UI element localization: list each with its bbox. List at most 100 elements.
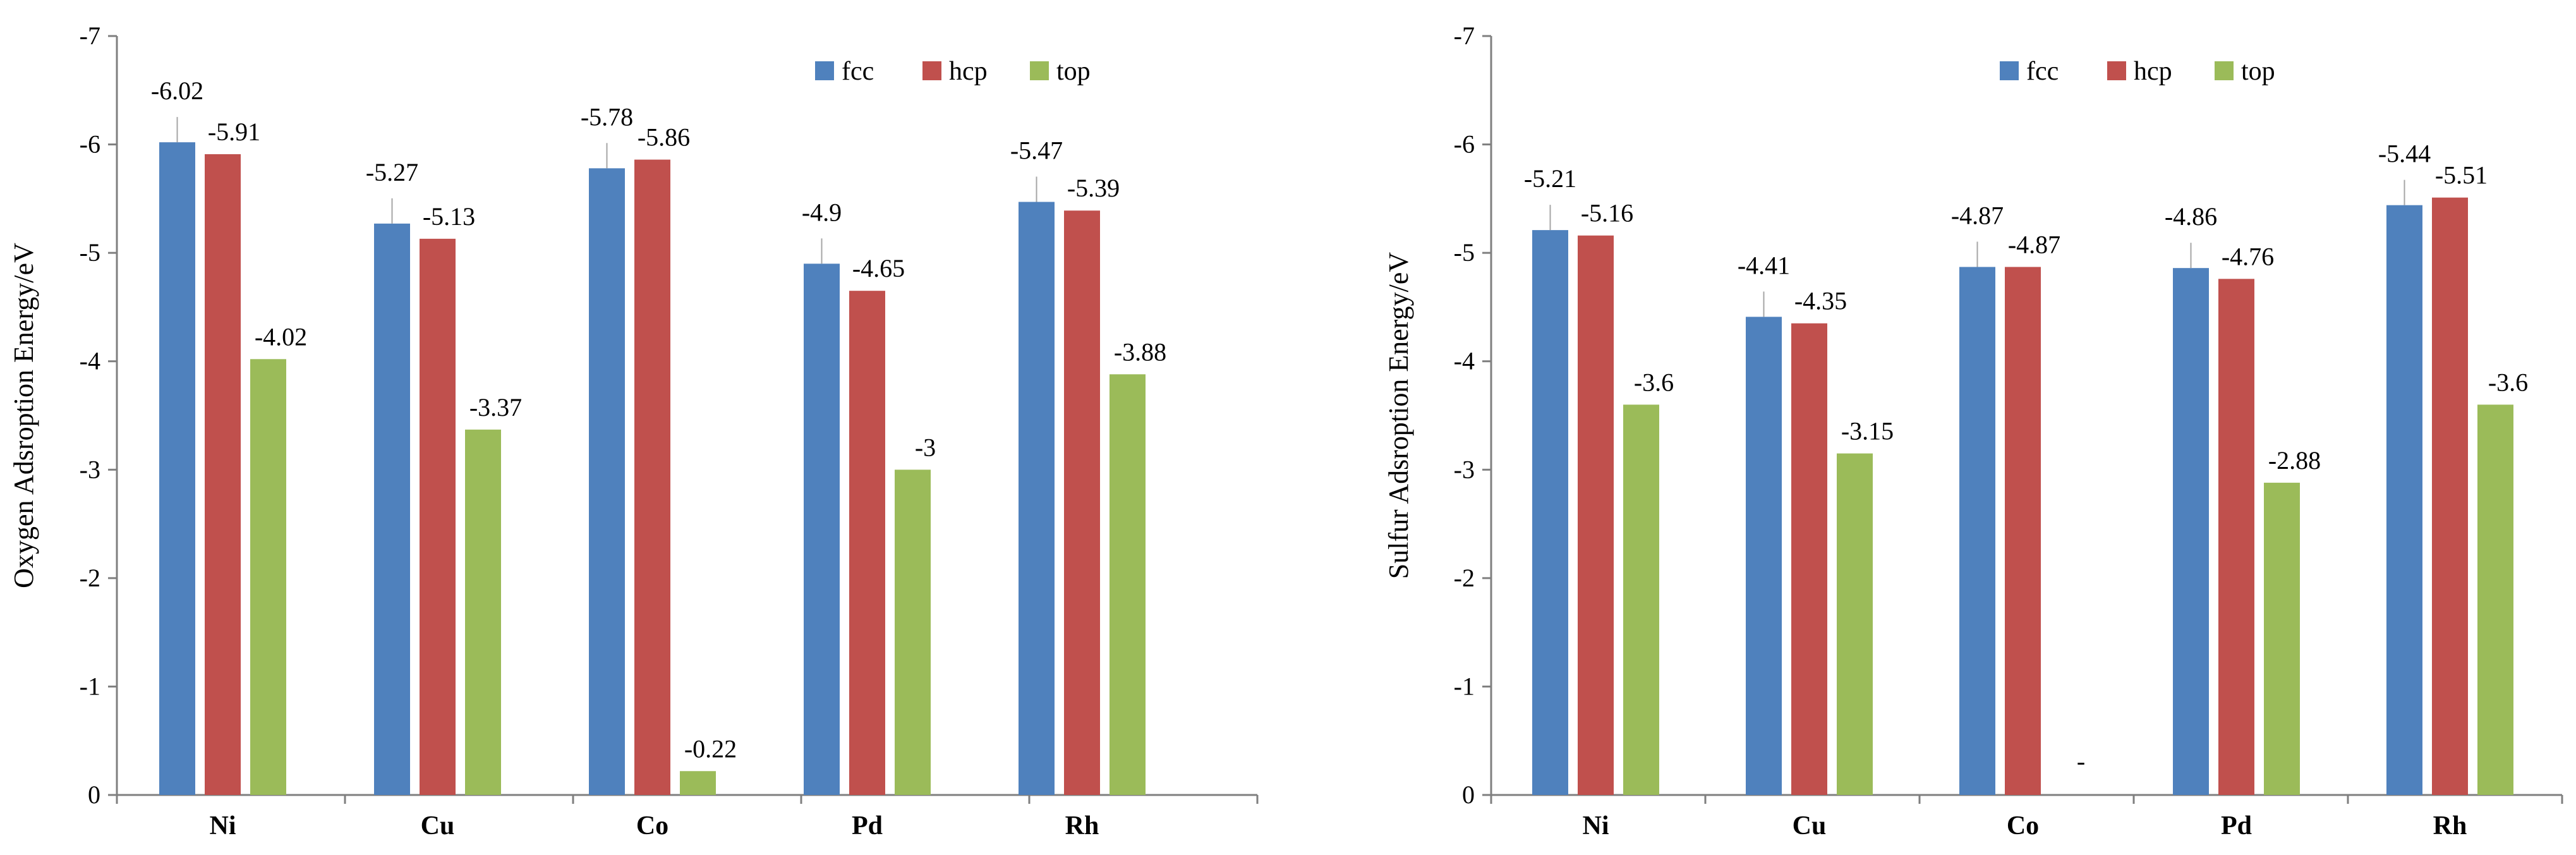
data-label-hcp-cu: -5.13: [423, 202, 475, 231]
data-label-fcc-cu: -4.41: [1738, 251, 1790, 279]
data-label-fcc-co: -4.87: [1951, 201, 2004, 229]
legend-swatch-fcc: [2000, 61, 2019, 80]
bar-fcc-ni: [159, 142, 195, 795]
legend-swatch-hcp: [2107, 61, 2126, 80]
legend-swatch-fcc: [815, 61, 834, 80]
bar-hcp-co: [634, 159, 670, 795]
category-label-cu: Cu: [1793, 811, 1827, 840]
sulfur-adsorption-chart: 0 -1 -2 -3 -4 -5 -6 -7 Sulfur Adsroption Energy/…: [1383, 21, 2563, 840]
bar-top-ni: [1623, 404, 1659, 795]
data-label-hcp-ni: -5.16: [1581, 199, 1633, 227]
data-label-top-cu: -3.15: [1841, 417, 1894, 446]
legend-label-fcc: fcc: [842, 57, 874, 86]
data-label-top-pd: -2.88: [2268, 446, 2321, 475]
bar-fcc-pd: [2173, 268, 2209, 796]
y-axis-title: Oxygen Adsroption Energy/eV: [8, 243, 39, 588]
bar-fcc-rh: [2386, 205, 2422, 795]
bar-fcc-ni: [1532, 230, 1568, 795]
data-label-top-pd: -3: [915, 433, 936, 461]
bar-hcp-pd: [849, 291, 885, 795]
category-label-co: Co: [2007, 811, 2039, 840]
data-label-top-rh: -3.6: [2488, 368, 2528, 396]
y-tick-label: -3: [1454, 455, 1475, 483]
y-tick-label: -6: [1454, 130, 1475, 159]
data-label-hcp-cu: -4.35: [1794, 287, 1847, 315]
data-label-hcp-ni: -5.91: [208, 118, 260, 146]
category-label-ni: Ni: [1583, 811, 1609, 840]
bar-hcp-cu: [1791, 323, 1827, 795]
bar-top-rh: [1110, 374, 1146, 795]
y-axis-title: Sulfur Adsroption Energy/eV: [1383, 252, 1414, 579]
bar-hcp-cu: [420, 238, 456, 795]
bar-top-cu: [465, 429, 501, 795]
y-tick-label: -2: [1454, 564, 1475, 592]
category-label-cu: Cu: [421, 811, 455, 840]
bar-fcc-cu: [1746, 317, 1782, 795]
y-tick-label: -7: [1454, 21, 1475, 50]
bar-hcp-rh: [2432, 197, 2468, 795]
category-label-rh: Rh: [1065, 811, 1099, 840]
category-label-pd: Pd: [852, 811, 883, 840]
bar-hcp-ni: [1578, 235, 1614, 796]
y-tick-label: -4: [1454, 347, 1475, 375]
category-label-rh: Rh: [2433, 811, 2467, 840]
legend-label-top: top: [2241, 57, 2275, 86]
y-tick-label: -3: [80, 455, 100, 483]
bar-hcp-ni: [205, 154, 241, 795]
legend-label-hcp: hcp: [949, 57, 988, 86]
bar-top-rh: [2477, 404, 2513, 795]
data-label-fcc-co: -5.78: [581, 102, 633, 131]
data-label-top-cu: -3.37: [469, 393, 522, 421]
bar-top-ni: [250, 359, 286, 795]
y-tick-label: -1: [1454, 672, 1475, 700]
bar-fcc-pd: [804, 264, 840, 795]
legend-swatch-top: [2215, 61, 2234, 80]
data-label-fcc-pd: -4.86: [2165, 202, 2217, 231]
data-label-fcc-cu: -5.27: [366, 158, 418, 186]
data-label-top-ni: -3.6: [1634, 368, 1674, 396]
category-label-pd: Pd: [2221, 811, 2252, 840]
y-tick-label: -2: [80, 564, 100, 592]
y-tick-label: 0: [1462, 780, 1475, 809]
bar-fcc-cu: [374, 223, 410, 795]
category-label-co: Co: [636, 811, 668, 840]
y-tick-label: 0: [88, 780, 100, 809]
y-tick-label: -5: [80, 238, 100, 267]
bar-top-cu: [1837, 453, 1873, 795]
legend-swatch-top: [1030, 61, 1049, 80]
data-label-fcc-rh: -5.47: [1010, 136, 1063, 165]
legend-label-top: top: [1056, 57, 1091, 86]
data-label-top-co: -: [2077, 747, 2085, 775]
y-tick-label: -1: [80, 672, 100, 700]
bar-fcc-co: [589, 168, 625, 795]
bar-fcc-co: [1959, 267, 1995, 795]
data-label-hcp-co: -5.86: [638, 123, 690, 152]
bar-top-co: [680, 771, 716, 795]
y-tick-label: -4: [80, 347, 100, 375]
data-label-hcp-pd: -4.76: [2222, 242, 2274, 270]
data-label-top-co: -0.22: [684, 734, 737, 763]
data-label-fcc-pd: -4.9: [802, 198, 842, 226]
y-tick-label: -6: [80, 130, 100, 159]
data-label-hcp-co: -4.87: [2008, 230, 2060, 258]
bar-hcp-pd: [2218, 279, 2254, 795]
data-label-top-ni: -4.02: [255, 322, 307, 351]
bar-top-pd: [895, 470, 931, 795]
data-label-fcc-ni: -6.02: [151, 76, 203, 105]
legend-label-hcp: hcp: [2134, 57, 2172, 86]
data-label-hcp-rh: -5.39: [1067, 174, 1120, 202]
oxygen-adsorption-chart: 0 -1 -2 -3 -4 -5 -6 -7 Oxygen Adsroption Energy/…: [8, 21, 1259, 840]
category-label-ni: Ni: [210, 811, 236, 840]
data-label-top-rh: -3.88: [1114, 337, 1166, 366]
bar-fcc-rh: [1019, 202, 1055, 795]
legend-swatch-hcp: [922, 61, 941, 80]
legend-label-fcc: fcc: [2026, 57, 2059, 86]
data-label-fcc-rh: -5.44: [2378, 140, 2431, 168]
data-label-hcp-rh: -5.51: [2435, 161, 2488, 190]
data-label-hcp-pd: -4.65: [852, 254, 905, 282]
bar-hcp-co: [2005, 267, 2041, 795]
data-label-fcc-ni: -5.21: [1524, 164, 1576, 193]
y-tick-label: -5: [1454, 238, 1475, 267]
bar-top-pd: [2264, 482, 2300, 795]
